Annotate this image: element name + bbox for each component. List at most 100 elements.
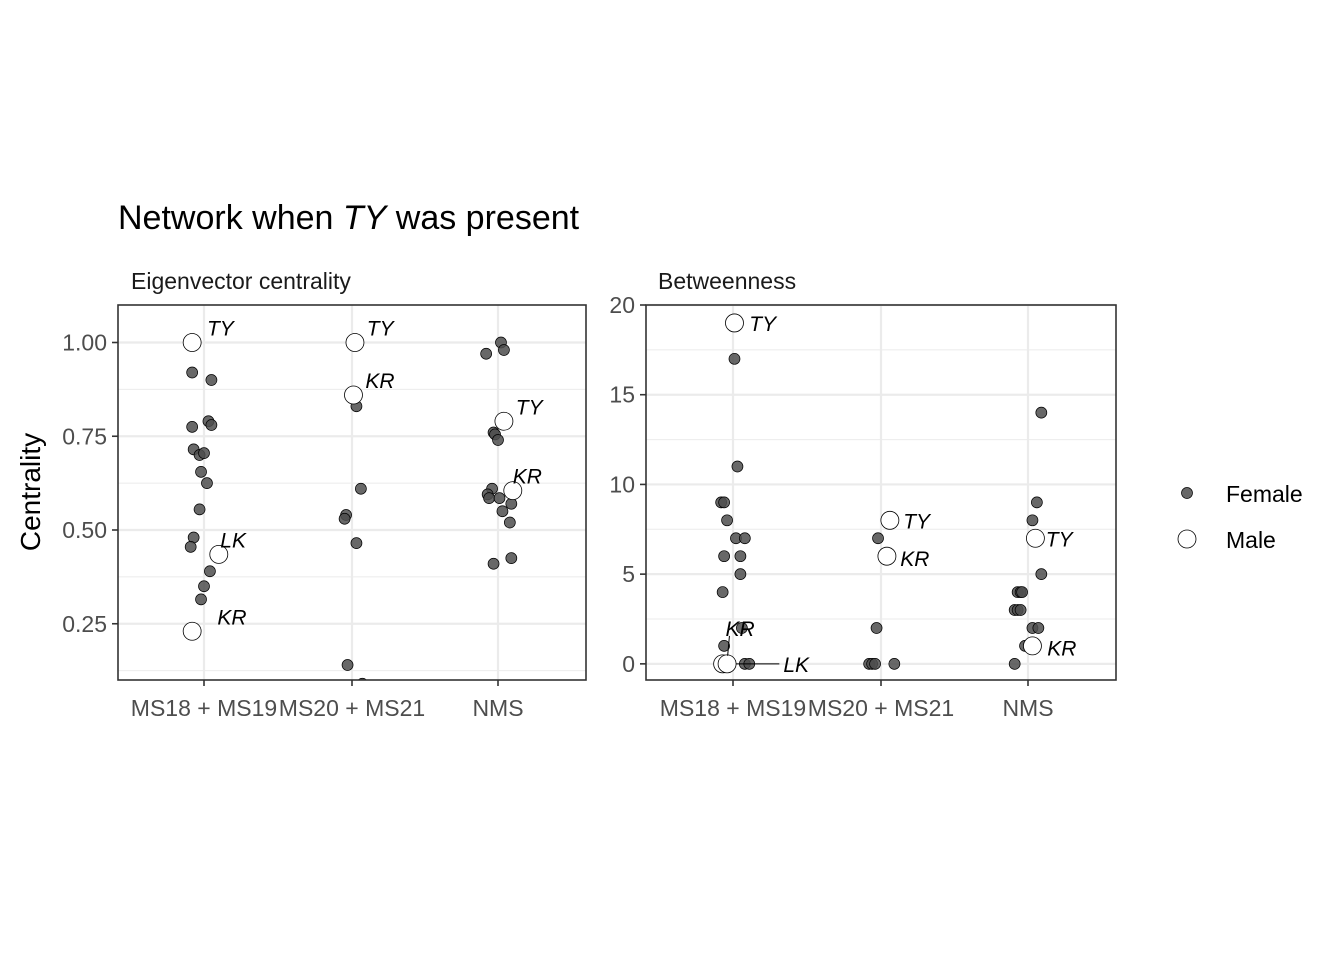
y-tick-label: 20 <box>609 292 635 318</box>
x-tick-label: MS20 + MS21 <box>279 695 425 721</box>
legend-item-male: Male <box>1177 527 1276 553</box>
point-male <box>877 546 897 566</box>
point-label: TY <box>367 318 396 341</box>
point-female <box>493 492 506 504</box>
point-female <box>338 512 351 525</box>
point-female <box>480 347 493 360</box>
point-female <box>1035 568 1048 580</box>
point-label: KR <box>725 618 754 641</box>
panel-1: Eigenvector centrality 0.25 0.50 0.75 1.00 MS… <box>62 268 587 721</box>
point-female <box>1014 604 1027 616</box>
point-female <box>1016 586 1028 598</box>
y-tick-label: 0 <box>622 651 635 677</box>
x-tick-label: NMS <box>472 695 523 721</box>
point-male <box>494 411 514 431</box>
point-female <box>505 552 518 564</box>
y-tick-label: 1.00 <box>62 330 107 356</box>
y-tick-label: 15 <box>609 382 635 408</box>
point-label: KR <box>217 606 246 629</box>
point-female <box>1008 658 1021 670</box>
point-female <box>870 622 883 634</box>
point-female <box>1032 622 1045 634</box>
point-female <box>483 492 495 504</box>
point-male <box>1023 636 1042 656</box>
point-female <box>736 622 748 634</box>
point-female <box>734 568 747 580</box>
legend-item-female: Female <box>1181 481 1303 507</box>
point-female <box>204 565 216 578</box>
point-female <box>198 447 210 459</box>
point-female <box>731 460 744 473</box>
x-tick-label: NMS <box>1002 695 1053 721</box>
point-female <box>355 482 367 495</box>
point-label: TY <box>903 510 932 533</box>
point-female <box>341 659 354 671</box>
y-tick-label: 0.75 <box>62 423 107 449</box>
x-tick-label: MS18 + MS19 <box>131 695 277 721</box>
point-female <box>721 514 733 527</box>
point-female <box>205 374 218 386</box>
point-female <box>872 532 884 545</box>
point-male <box>182 333 202 352</box>
point-female <box>350 537 363 549</box>
figure-title: Network when TY was present <box>118 199 580 237</box>
point-male <box>209 544 229 564</box>
point-male <box>345 333 365 352</box>
legend-key-female <box>1181 487 1193 499</box>
panel-2: Betweenness 0 5 10 15 20 MS18 + MS19 MS20 + MS2… <box>609 268 1117 721</box>
point-female <box>1026 514 1039 527</box>
point-female <box>738 532 751 545</box>
panel-subtitle: Eigenvector centrality <box>131 268 351 294</box>
x-tick-label: MS20 + MS21 <box>808 695 954 721</box>
x-tick-label: MS18 + MS19 <box>660 695 806 721</box>
point-label: TY <box>207 318 236 341</box>
point-male <box>1026 528 1045 548</box>
point-female <box>503 516 516 529</box>
point-female <box>734 550 747 563</box>
point-female <box>201 477 213 489</box>
point-male <box>503 481 523 501</box>
point-female <box>195 466 207 478</box>
point-female <box>496 505 509 518</box>
point-label: KR <box>900 548 929 571</box>
y-tick-label: 0.50 <box>62 517 107 543</box>
point-female <box>1031 496 1043 509</box>
point-female <box>492 434 504 446</box>
point-male <box>344 385 363 405</box>
points <box>182 333 523 680</box>
point-female <box>487 557 500 570</box>
point-female <box>198 580 210 593</box>
y-tick-label: 10 <box>609 471 635 497</box>
label-leader <box>727 635 730 656</box>
points <box>713 313 1048 674</box>
point-label: KR <box>365 370 394 393</box>
panel-border <box>645 304 1117 681</box>
point-female <box>193 503 206 516</box>
point-female <box>718 550 730 563</box>
point-female <box>184 541 197 553</box>
point-female <box>195 593 207 606</box>
point-female <box>205 419 218 431</box>
point-label: TY <box>749 313 778 336</box>
point-female <box>1035 406 1048 419</box>
point-female <box>186 366 199 379</box>
point-male <box>725 313 744 333</box>
point-female <box>869 658 881 670</box>
point-label: KR <box>1047 638 1076 661</box>
point-female <box>718 640 730 652</box>
point-label: KR <box>513 466 542 489</box>
panel-subtitle: Betweenness <box>658 268 796 294</box>
panel-border <box>117 304 587 681</box>
point-male <box>717 654 737 674</box>
legend-label: Male <box>1226 527 1276 553</box>
legend-key-male <box>1177 529 1197 549</box>
point-label: LK <box>220 529 247 552</box>
y-tick-label: 0.25 <box>62 611 107 637</box>
point-label: LK <box>783 654 810 677</box>
point-label: TY <box>1046 528 1075 551</box>
y-axis-label: Centrality <box>15 433 46 551</box>
point-female <box>716 586 729 598</box>
point-male <box>880 510 900 530</box>
point-label: TY <box>516 396 545 419</box>
y-tick-label: 5 <box>622 561 635 587</box>
